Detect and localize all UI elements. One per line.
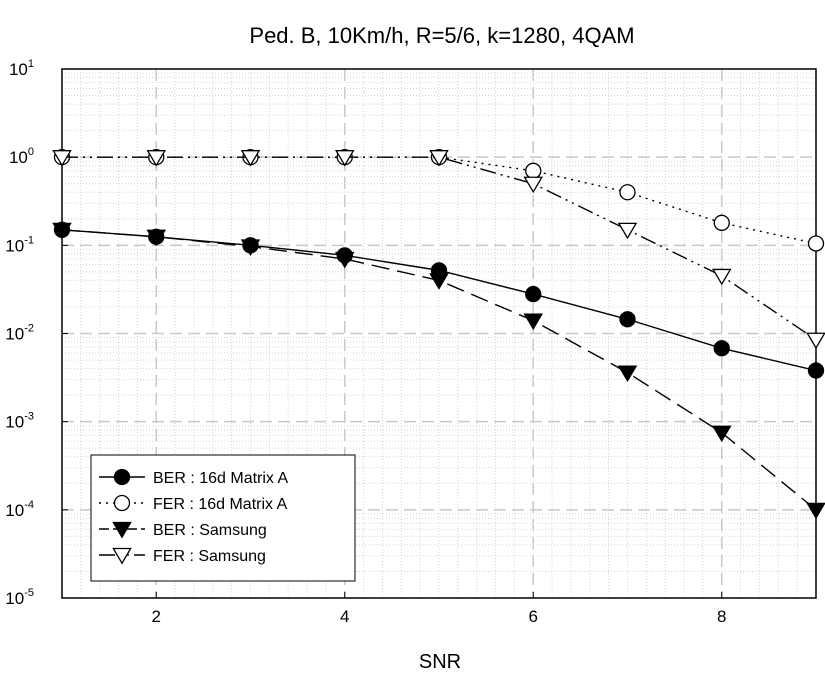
data-point <box>713 214 730 231</box>
data-point <box>429 273 449 290</box>
x-tick-label: 4 <box>340 607 349 626</box>
series-group <box>52 149 825 520</box>
data-point <box>523 176 544 194</box>
y-tick-label: 10-4 <box>5 499 34 520</box>
x-tick-label: 2 <box>152 607 161 626</box>
legend-label: BER : Samsung <box>153 522 267 539</box>
data-point <box>525 162 542 179</box>
data-point <box>112 547 132 565</box>
legend-label: FER : Samsung <box>153 548 266 565</box>
data-point <box>617 222 638 240</box>
data-point <box>525 285 542 303</box>
axis-ticks: 2 4 6 8 10-5 10-4 10-3 10-2 10-1 100 101 <box>5 58 726 626</box>
data-point <box>807 235 825 252</box>
y-tick-label: 10-3 <box>5 411 34 432</box>
legend-item: FER : Samsung <box>99 547 266 565</box>
data-point <box>711 425 732 443</box>
legend-item: BER : Samsung <box>99 521 267 539</box>
data-point <box>52 150 72 167</box>
data-point <box>113 494 131 512</box>
y-tick-label: 100 <box>9 146 34 167</box>
y-tick-label: 10-5 <box>5 587 34 608</box>
data-point <box>806 502 825 520</box>
data-point <box>523 313 544 331</box>
data-point <box>334 150 355 167</box>
data-point <box>334 251 355 269</box>
data-point <box>713 340 730 357</box>
data-point <box>619 184 636 201</box>
series-line <box>62 156 817 245</box>
data-point <box>146 229 167 247</box>
data-point <box>807 362 825 379</box>
data-point <box>52 222 72 240</box>
x-tick-label: 8 <box>717 607 726 626</box>
x-axis-label: SNR <box>419 651 461 673</box>
data-point <box>806 332 825 350</box>
data-point <box>240 239 261 256</box>
legend-label: FER : 16d Matrix A <box>153 496 288 513</box>
chart-title: Ped. B, 10Km/h, R=5/6, k=1280, 4QAM <box>249 23 634 48</box>
legend-label: BER : 16d Matrix A <box>153 470 288 487</box>
legend-box <box>90 454 356 582</box>
legend-item: BER : 16d Matrix A <box>99 468 288 487</box>
y-tick-label: 101 <box>9 58 34 79</box>
data-point <box>146 150 167 167</box>
series <box>52 222 825 520</box>
series <box>52 150 825 350</box>
y-tick-label: 10-2 <box>5 323 34 344</box>
y-tick-label: 10-1 <box>5 234 34 255</box>
data-point <box>617 365 638 383</box>
data-point <box>240 150 261 167</box>
legend-item: FER : 16d Matrix A <box>99 494 288 513</box>
x-tick-label: 6 <box>529 607 538 626</box>
data-point <box>619 311 636 328</box>
legend: BER : 16d Matrix A FER : 16d Matrix A BER … <box>90 454 356 582</box>
data-point <box>112 521 132 539</box>
data-point <box>711 268 732 286</box>
data-point <box>113 468 131 486</box>
data-point <box>429 150 449 167</box>
